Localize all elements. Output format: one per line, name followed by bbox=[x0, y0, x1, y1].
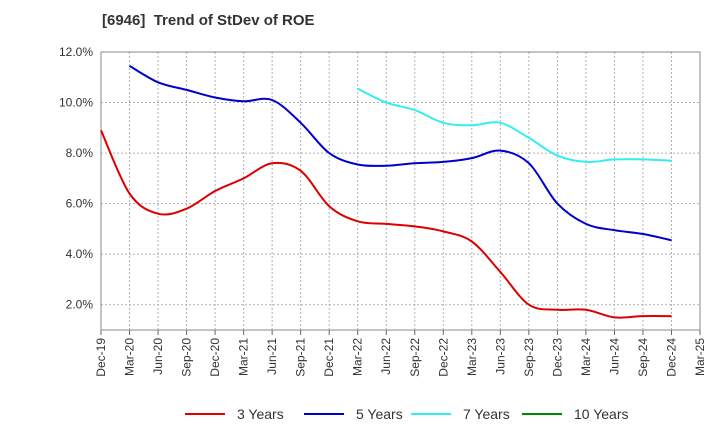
legend-swatch bbox=[411, 413, 451, 415]
x-tick-label: Sep-20 bbox=[180, 338, 194, 377]
y-tick-label: 4.0% bbox=[66, 247, 94, 261]
x-tick-label: Dec-21 bbox=[322, 338, 336, 377]
legend-swatch bbox=[185, 413, 225, 415]
legend-label: 7 Years bbox=[463, 406, 510, 422]
x-tick-label: Mar-23 bbox=[465, 338, 479, 376]
x-tick-label: Sep-21 bbox=[294, 338, 308, 377]
legend-swatch bbox=[522, 413, 562, 415]
x-tick-label: Mar-21 bbox=[237, 338, 251, 376]
line-chart: 2.0% 4.0% 6.0% 8.0% 10.0% 12.0% Dec-19 Mar-20 Ju… bbox=[59, 45, 707, 377]
x-tick-label: Jun-22 bbox=[379, 338, 393, 375]
x-tick-label: Mar-22 bbox=[351, 338, 365, 376]
chart-title: [6946] Trend of StDev of ROE bbox=[102, 12, 315, 29]
legend-item-10-years: 10 Years bbox=[522, 404, 629, 424]
x-tick-label: Dec-23 bbox=[550, 338, 564, 377]
plot-area-border bbox=[100, 51, 701, 331]
x-tick-label: Dec-19 bbox=[94, 338, 108, 377]
y-tick-label: 6.0% bbox=[66, 197, 94, 211]
legend-item-3-years: 3 Years bbox=[185, 404, 284, 424]
chart-legend: 3 Years 5 Years 7 Years 10 Years bbox=[0, 404, 720, 424]
series-line-5-years bbox=[129, 65, 672, 242]
series-line-7-years bbox=[357, 87, 672, 164]
y-tick-label: 2.0% bbox=[66, 298, 94, 312]
legend-label: 5 Years bbox=[356, 406, 403, 422]
x-tick-label: Dec-20 bbox=[208, 338, 222, 377]
series-line-3-years bbox=[100, 129, 672, 319]
legend-item-5-years: 5 Years bbox=[304, 404, 403, 424]
x-tick-label: Sep-24 bbox=[636, 338, 650, 377]
y-tick-label: 12.0% bbox=[59, 45, 93, 59]
x-tick-label: Sep-23 bbox=[522, 338, 536, 377]
legend-swatch bbox=[304, 413, 344, 415]
x-tick-label: Mar-24 bbox=[579, 338, 593, 376]
x-tick-label: Jun-20 bbox=[151, 338, 165, 375]
x-tick-label: Dec-24 bbox=[664, 338, 678, 377]
x-tick-label: Sep-22 bbox=[408, 338, 422, 377]
x-tick-label: Mar-25 bbox=[693, 338, 707, 376]
y-tick-label: 8.0% bbox=[66, 146, 94, 160]
x-tick-label: Jun-23 bbox=[493, 338, 507, 375]
legend-label: 3 Years bbox=[237, 406, 284, 422]
legend-item-7-years: 7 Years bbox=[411, 404, 510, 424]
legend-label: 10 Years bbox=[574, 406, 629, 422]
x-tick-label: Jun-21 bbox=[265, 338, 279, 375]
x-tick-label: Mar-20 bbox=[123, 338, 137, 376]
y-tick-label: 10.0% bbox=[59, 96, 93, 110]
x-tick-label: Jun-24 bbox=[607, 338, 621, 375]
x-tick-label: Dec-22 bbox=[436, 338, 450, 377]
